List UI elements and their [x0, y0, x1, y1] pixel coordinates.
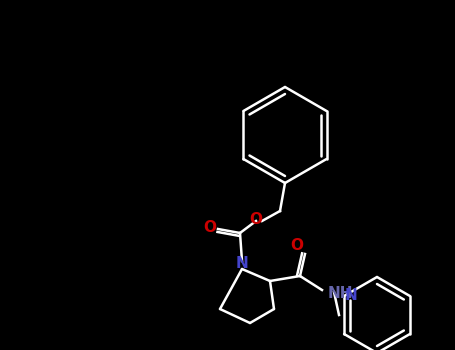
Text: O: O [203, 219, 217, 234]
Text: NH: NH [328, 287, 354, 301]
Text: O: O [290, 238, 303, 253]
Text: N: N [345, 288, 358, 303]
Text: O: O [249, 211, 263, 226]
Text: N: N [236, 256, 248, 271]
